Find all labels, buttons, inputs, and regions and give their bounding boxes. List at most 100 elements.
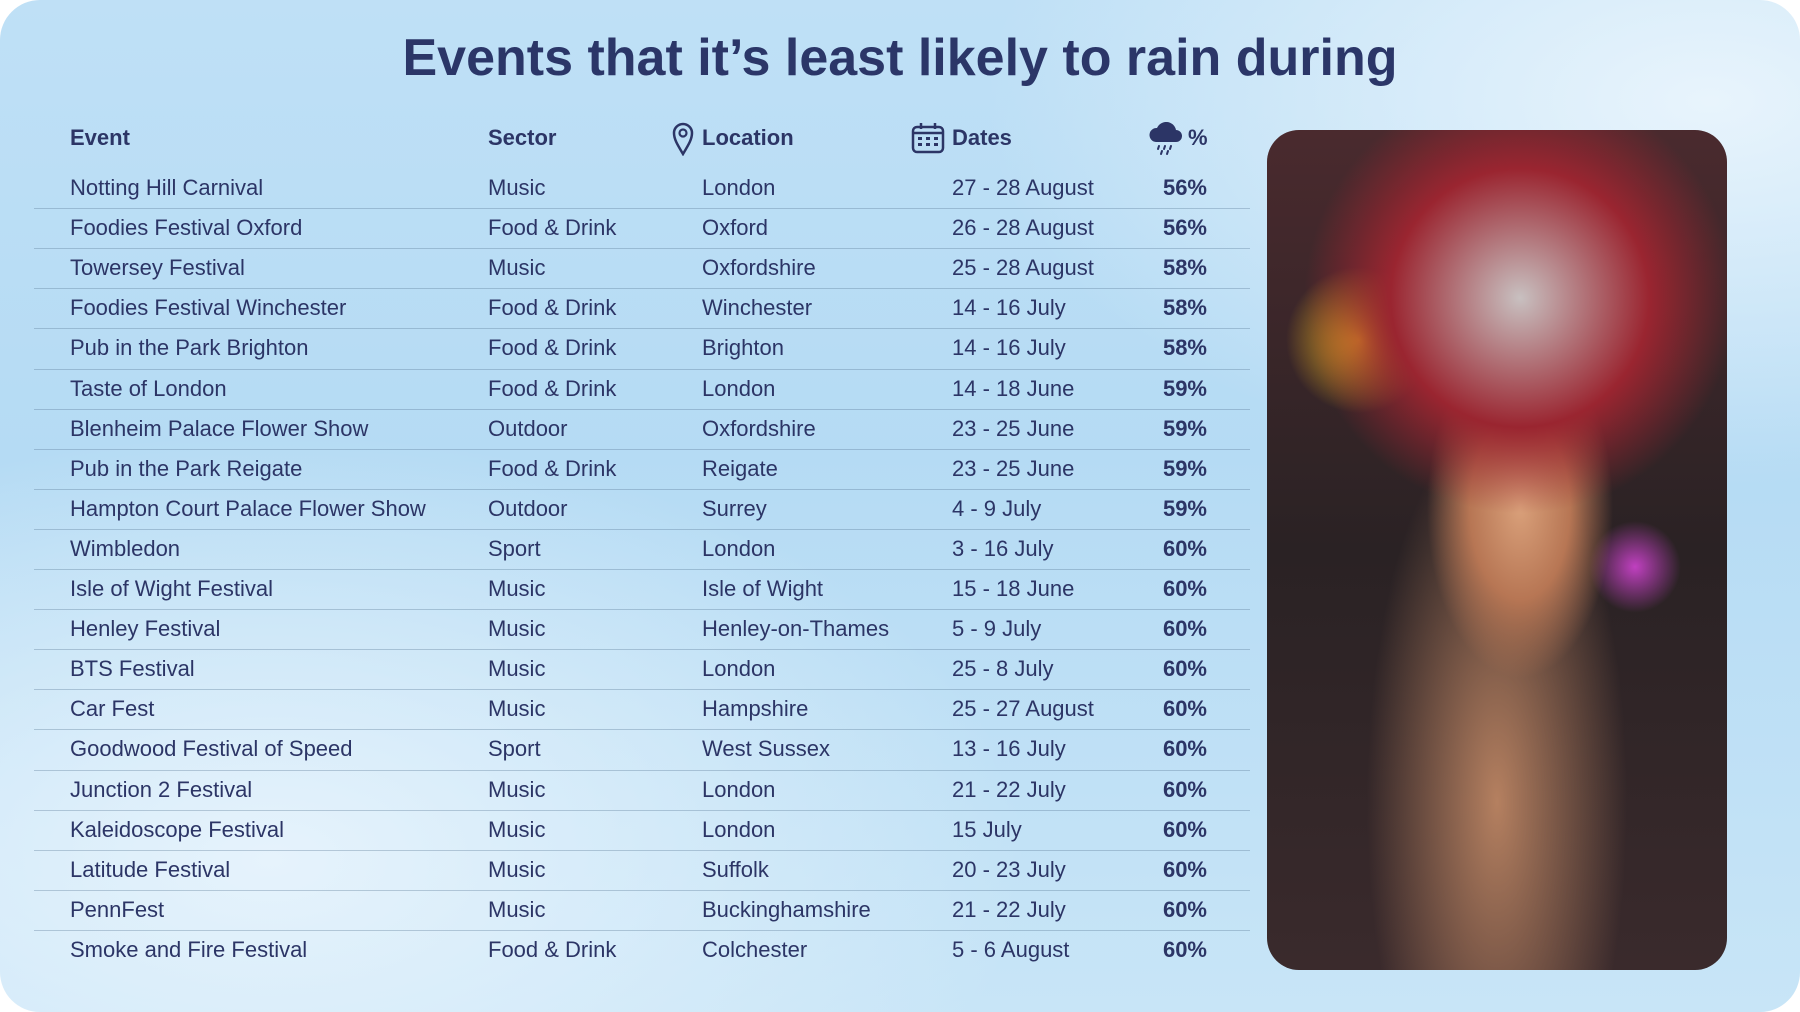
table-cell: Hampton Court Palace Flower Show	[70, 495, 426, 521]
table-cell: Kaleidoscope Festival	[70, 816, 285, 842]
table-cell: 5 - 9 July	[952, 616, 1042, 642]
table-cell: Music	[488, 255, 546, 281]
table-cell: Hampshire	[702, 696, 809, 722]
table-cell: Music	[488, 616, 546, 642]
row-separator	[34, 368, 1250, 370]
table-cell: London	[702, 656, 776, 682]
table-cell: Car Fest	[70, 696, 155, 722]
table-cell: Food & Drink	[488, 375, 617, 401]
table-cell: Music	[488, 856, 546, 882]
row-separator	[34, 649, 1250, 651]
table-cell: London	[702, 816, 776, 842]
table-cell: Music	[488, 776, 546, 802]
row-separator	[34, 889, 1250, 891]
rain-chance: 60%	[1162, 616, 1207, 642]
table-cell: Suffolk	[702, 856, 769, 882]
row-separator	[34, 208, 1250, 210]
table-cell: West Sussex	[702, 736, 830, 762]
table-cell: Reigate	[702, 455, 778, 481]
table-cell: Taste of London	[70, 375, 227, 401]
table-cell: 20 - 23 July	[952, 856, 1066, 882]
table-cell: PennFest	[70, 896, 165, 922]
table-cell: Food & Drink	[488, 335, 617, 361]
table-cell: Food & Drink	[488, 295, 617, 321]
rain-chance: 60%	[1162, 535, 1207, 561]
row-separator	[34, 729, 1250, 731]
table-cell: 25 - 8 July	[952, 656, 1054, 682]
table-cell: Notting Hill Carnival	[70, 175, 264, 200]
rain-chance: 60%	[1162, 856, 1207, 882]
table-cell: Henley Festival	[70, 616, 221, 642]
rain-chance: 60%	[1162, 896, 1207, 922]
column-header: Location	[702, 125, 794, 150]
table-cell: Colchester	[702, 936, 808, 962]
photo	[1267, 130, 1727, 970]
table-cell: Music	[488, 816, 546, 842]
table-cell: Winchester	[702, 295, 813, 321]
table-cell: Oxfordshire	[702, 255, 816, 281]
row-separator	[34, 448, 1250, 450]
title: Events that it’s least likely to rain du…	[402, 29, 1398, 87]
table-cell: 14 - 16 July	[952, 335, 1066, 361]
rain-chance: 60%	[1162, 576, 1207, 601]
row-separator	[34, 849, 1250, 851]
table-cell: Sport	[488, 736, 541, 762]
table-cell: Smoke and Fire Festival	[70, 936, 308, 962]
table-cell: Pub in the Park Brighton	[70, 335, 309, 361]
table-cell: 27 - 28 August	[952, 175, 1094, 200]
row-separator	[34, 689, 1250, 691]
table-cell: Pub in the Park Reigate	[70, 455, 303, 481]
table-cell: 23 - 25 June	[952, 455, 1075, 481]
table-cell: 23 - 25 June	[952, 415, 1075, 441]
table-cell: Buckinghamshire	[702, 896, 871, 922]
location-icon	[672, 122, 694, 156]
row-separator	[34, 328, 1250, 330]
table-cell: Isle of Wight	[702, 576, 824, 601]
rain-chance: 59%	[1162, 375, 1207, 401]
column-header: Sector	[488, 125, 557, 150]
table-cell: Oxford	[702, 215, 769, 241]
table-cell: 25 - 27 August	[952, 696, 1094, 722]
table-cell: 15 July	[952, 816, 1022, 842]
row-separator	[34, 488, 1250, 490]
row-separator	[34, 569, 1250, 570]
table-cell: Isle of Wight Festival	[70, 576, 273, 601]
table-cell: 21 - 22 July	[952, 776, 1066, 802]
table-cell: Towersey Festival	[70, 255, 245, 281]
table-cell: London	[702, 535, 776, 561]
calendar-icon	[911, 123, 945, 154]
row-separator	[34, 929, 1250, 931]
table-cell: Foodies Festival Oxford	[70, 215, 303, 241]
table-cell: 4 - 9 July	[952, 495, 1042, 521]
table-cell: BTS Festival	[70, 656, 195, 682]
row-separator	[34, 769, 1250, 771]
rain-chance: 56%	[1162, 175, 1207, 200]
rain-chance: 60%	[1162, 656, 1207, 682]
table-cell: Blenheim Palace Flower Show	[70, 415, 369, 441]
table-cell: Latitude Festival	[70, 856, 231, 882]
table-cell: 25 - 28 August	[952, 255, 1094, 281]
table-cell: Music	[488, 656, 546, 682]
table-cell: 3 - 16 July	[952, 535, 1054, 561]
table-cell: Oxfordshire	[702, 415, 816, 441]
column-header: Event	[70, 125, 130, 150]
rain-chance: 59%	[1162, 415, 1207, 441]
table-cell: Sport	[488, 535, 541, 561]
table-cell: Food & Drink	[488, 455, 617, 481]
rain-chance: 60%	[1162, 936, 1207, 962]
table-cell: Outdoor	[488, 415, 568, 441]
column-header: %	[1188, 125, 1208, 150]
table-cell: London	[702, 776, 776, 802]
row-separator	[34, 809, 1250, 811]
rain-chance: 58%	[1162, 335, 1207, 361]
rain-chance: 60%	[1162, 736, 1207, 762]
table-cell: Music	[488, 696, 546, 722]
table-cell: Music	[488, 175, 546, 200]
row-separator	[34, 408, 1250, 410]
table-cell: 14 - 16 July	[952, 295, 1066, 321]
rain-chance: 59%	[1162, 455, 1207, 481]
column-header: Dates	[952, 125, 1012, 150]
table-cell: Music	[488, 576, 546, 601]
row-separator	[34, 528, 1250, 530]
